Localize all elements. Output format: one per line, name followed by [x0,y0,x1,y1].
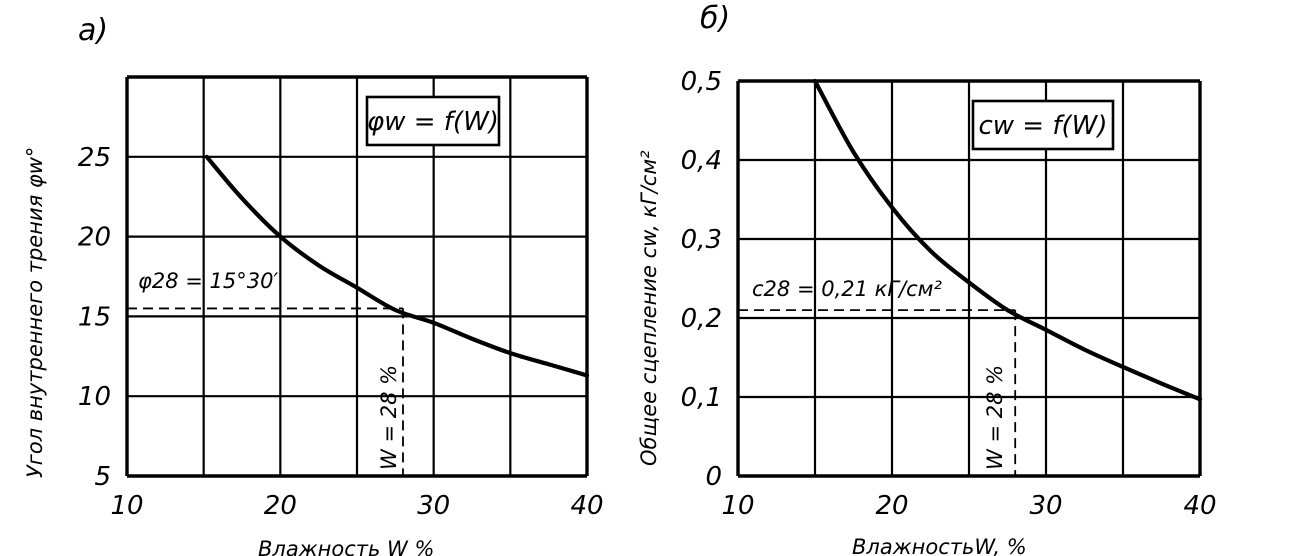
y-tick-label: 20 [78,223,111,253]
curve-c-w [812,78,1203,402]
annotation-w28-b: W = 28 % [983,365,1007,470]
x-tick-label: 40 [1183,491,1216,521]
y-axis-label-a: Угол внутреннего трения φw° [23,147,47,478]
guide-lines-b [738,309,1017,476]
panel-label-b: б) [700,1,730,36]
panel-label-a: а) [78,13,108,48]
formula-b: cw = f(W) [978,111,1107,141]
formula-a: φw = f(W) [367,107,499,137]
guide-lines-a [127,307,404,476]
annotation-w28-a: W = 28 % [377,365,401,470]
x-ticks-a: 10 20 30 40 [110,491,603,521]
y-ticks-a: 5 10 15 20 25 [78,143,111,492]
y-tick-label: 0,5 [681,67,722,97]
annotation-c28: c28 = 0,21 кГ/см² [752,277,942,301]
y-tick-label: 15 [78,302,111,332]
y-tick-label: 25 [78,143,111,173]
y-tick-label: 0 [705,462,722,492]
y-tick-label: 0,4 [681,146,722,176]
x-tick-label: 30 [1029,491,1062,521]
x-tick-label: 30 [417,491,450,521]
y-ticks-b: 0 0,1 0,2 0,3 0,4 0,5 [681,67,722,492]
grid-a [125,75,589,478]
chart-b: б) 10 20 30 40 0 0,1 0,2 0,3 0,4 0,5 cw = f(W) c… [637,1,1217,556]
x-tick-label: 40 [570,491,603,521]
y-tick-label: 0,3 [681,225,722,255]
x-tick-label: 20 [875,491,908,521]
x-ticks-b: 10 20 30 40 [721,491,1216,521]
y-tick-label: 5 [94,462,111,492]
y-tick-label: 0,2 [681,304,722,334]
x-tick-label: 10 [110,491,143,521]
curve-phi-w [204,154,590,378]
y-axis-label-b: Общее сцепление cw, кГ/см² [637,150,661,466]
y-tick-label: 0,1 [681,383,722,413]
x-axis-label-a: Влажность W % [258,537,434,556]
formula-box-a [365,95,501,147]
formula-box-b [971,99,1115,151]
y-tick-label: 10 [78,382,111,412]
x-tick-label: 20 [264,491,297,521]
x-axis-label-b: ВлажностьW, % [852,535,1027,556]
x-tick-label: 10 [721,491,754,521]
annotation-phi28: φ28 = 15°30′ [138,269,278,293]
